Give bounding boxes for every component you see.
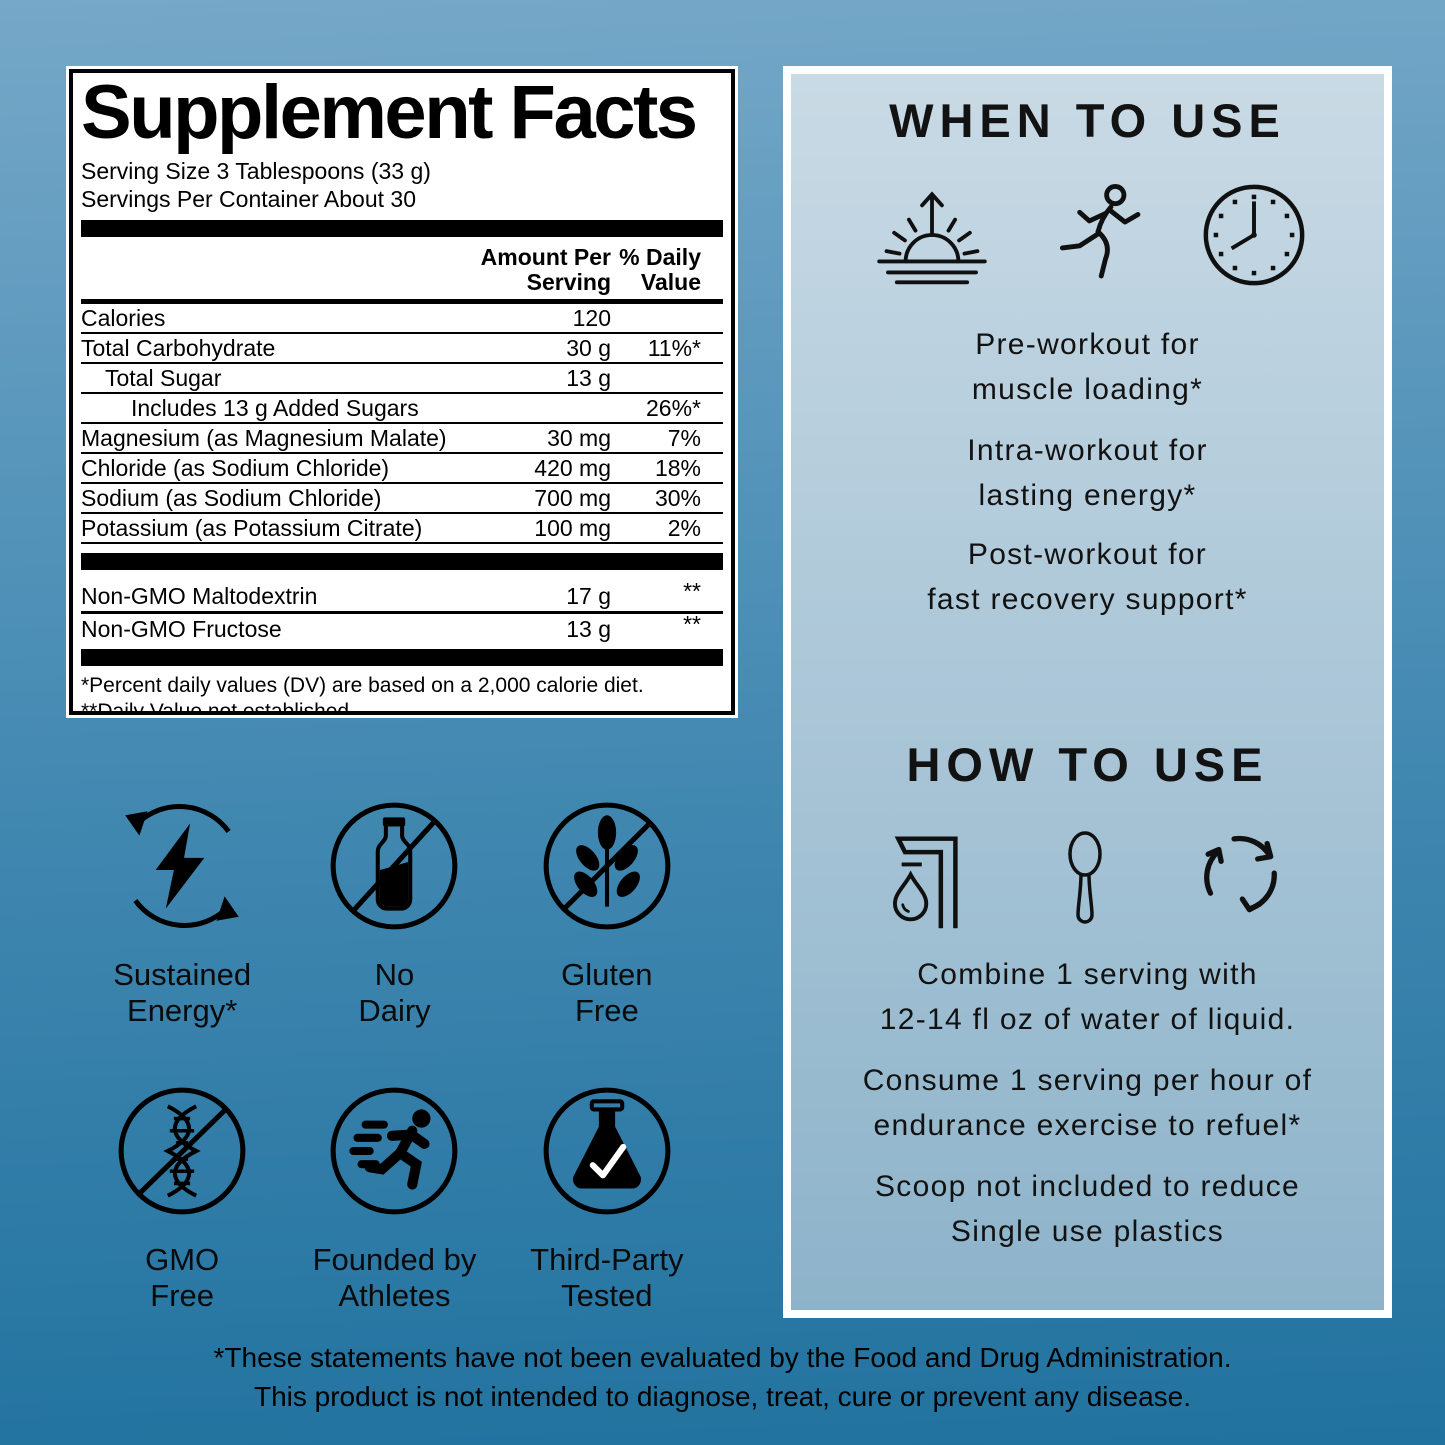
badge-third-party-tested: Third-Party Tested [501, 1080, 713, 1314]
badge-label: Gluten Free [561, 957, 653, 1028]
gmo-free-icon [118, 1087, 246, 1215]
when-item: Post-workout for fast recovery support* [927, 538, 1248, 616]
badge-label: Third-Party Tested [530, 1242, 684, 1313]
usage-panel: WHEN TO USE [783, 66, 1392, 1318]
table-row: Total Sugar 13 g [81, 364, 723, 394]
badge-label: No Dairy [358, 957, 431, 1028]
nutrient-amount: 120 [572, 304, 611, 331]
table-row: Calories 120 [81, 304, 723, 334]
badge-label: Founded by Athletes [312, 1242, 477, 1313]
table-row: Total Carbohydrate 30 g 11%* [81, 334, 723, 364]
ingredient-amount: 17 g [566, 582, 611, 609]
how-to-use-icons [791, 814, 1384, 944]
divider-bar-thick [81, 553, 723, 570]
fda-disclaimer: *These statements have not been evaluate… [0, 1338, 1445, 1416]
table-row: Magnesium (as Magnesium Malate) 30 mg 7% [81, 424, 723, 454]
sustained-energy-icon [125, 803, 239, 929]
table-row: Includes 13 g Added Sugars 26%* [81, 394, 723, 424]
nutrient-dv: 7% [667, 424, 701, 451]
divider-bar-thick [81, 649, 723, 666]
nutrient-dv: 18% [654, 454, 701, 481]
footnote-not-established: **Daily Value not established. [81, 700, 355, 715]
table-row: Non-GMO Fructose 13 g ** [81, 610, 723, 644]
table-header: Amount Per Serving % Daily Value [81, 237, 723, 304]
nutrient-amount: 13 g [566, 364, 611, 391]
nutrient-dv: 30% [654, 484, 701, 511]
badge-founded-by-athletes: Founded by Athletes [288, 1080, 500, 1314]
table-row: Chloride (as Sodium Chloride) 420 mg 18% [81, 454, 723, 484]
nutrient-name: Chloride (as Sodium Chloride) [81, 454, 390, 481]
table-row: Potassium (as Potassium Citrate) 100 mg … [81, 514, 723, 544]
nutrient-dv: 11%* [647, 334, 701, 361]
badge-label: Sustained Energy* [113, 957, 252, 1028]
nutrient-name: Potassium (as Potassium Citrate) [81, 514, 423, 541]
nutrient-amount: 30 g [566, 334, 611, 361]
table-row: Sodium (as Sodium Chloride) 700 mg 30% [81, 484, 723, 514]
when-to-use-title: WHEN TO USE [889, 94, 1286, 147]
ingredient-dv: ** [683, 577, 701, 604]
disclaimer-line-2: This product is not intended to diagnose… [253, 1381, 1191, 1412]
nutrient-amount: 420 mg [534, 454, 611, 481]
runner-icon [1059, 183, 1140, 279]
servings-per-container: Servings Per Container About 30 [81, 186, 416, 212]
nutrient-name: Includes 13 g Added Sugars [131, 394, 419, 421]
nutrient-amount: 30 mg [547, 424, 611, 451]
ingredient-name: Non-GMO Fructose [81, 615, 282, 642]
ingredient-dv: ** [683, 610, 701, 637]
ingredient-name: Non-GMO Maltodextrin [81, 582, 318, 609]
ingredient-amount: 13 g [566, 615, 611, 642]
nutrient-amount: 100 mg [534, 514, 611, 541]
nutrient-name: Calories [81, 304, 166, 331]
footnote-dv: *Percent daily values (DV) are based on … [81, 674, 644, 697]
badge-no-dairy: No Dairy [288, 795, 500, 1029]
badge-label: GMO Free [145, 1242, 220, 1313]
when-item: Intra-workout for lasting energy* [967, 434, 1208, 512]
supplement-facts-border: Supplement Facts Serving Size 3 Tablespo… [69, 69, 735, 715]
when-to-use-icons [791, 170, 1384, 300]
when-item: Pre-workout for muscle loading* [971, 328, 1204, 406]
sunrise-icon [876, 191, 987, 285]
disclaimer-line-1: *These statements have not been evaluate… [213, 1342, 1232, 1373]
pour-water-icon [892, 836, 958, 929]
supplement-facts-title: Supplement Facts [81, 70, 698, 155]
nutrient-dv: 26%* [646, 394, 701, 421]
how-item: Combine 1 serving with 12-14 fl oz of wa… [879, 958, 1296, 1036]
clock-icon [1203, 184, 1304, 286]
how-item: Consume 1 serving per hour of endurance … [862, 1064, 1313, 1142]
table-row: Non-GMO Maltodextrin 17 g ** [81, 577, 723, 614]
gluten-free-icon [543, 802, 671, 930]
serving-size: Serving Size 3 Tablespoons (33 g) [81, 158, 431, 184]
no-dairy-icon [331, 802, 458, 930]
nutrient-name: Sodium (as Sodium Chloride) [81, 484, 382, 511]
badge-gmo-free: GMO Free [76, 1080, 288, 1314]
badge-sustained-energy: Sustained Energy* [76, 795, 288, 1029]
nutrient-amount: 700 mg [534, 484, 611, 511]
third-party-tested-icon [543, 1087, 671, 1215]
recycle-icon [1203, 835, 1277, 913]
supplement-facts-panel: Supplement Facts Serving Size 3 Tablespo… [66, 66, 738, 718]
how-item: Scoop not included to reduce Single use … [874, 1170, 1300, 1248]
divider-bar-thick [81, 220, 723, 237]
feature-badges: Sustained Energy* No Dairy Gluten Free [76, 795, 713, 1314]
badge-gluten-free: Gluten Free [501, 795, 713, 1029]
nutrient-name: Magnesium (as Magnesium Malate) [81, 424, 447, 451]
nutrient-dv: 2% [667, 514, 701, 541]
how-to-use-title: HOW TO USE [906, 738, 1269, 791]
founded-by-athletes-icon [331, 1087, 458, 1215]
spoon-icon [1067, 831, 1102, 924]
amount-per-serving-header: Amount Per Serving [480, 244, 611, 295]
nutrient-name: Total Carbohydrate [81, 334, 276, 361]
nutrient-name: Total Sugar [105, 364, 222, 391]
daily-value-header: % Daily Value [619, 244, 701, 295]
